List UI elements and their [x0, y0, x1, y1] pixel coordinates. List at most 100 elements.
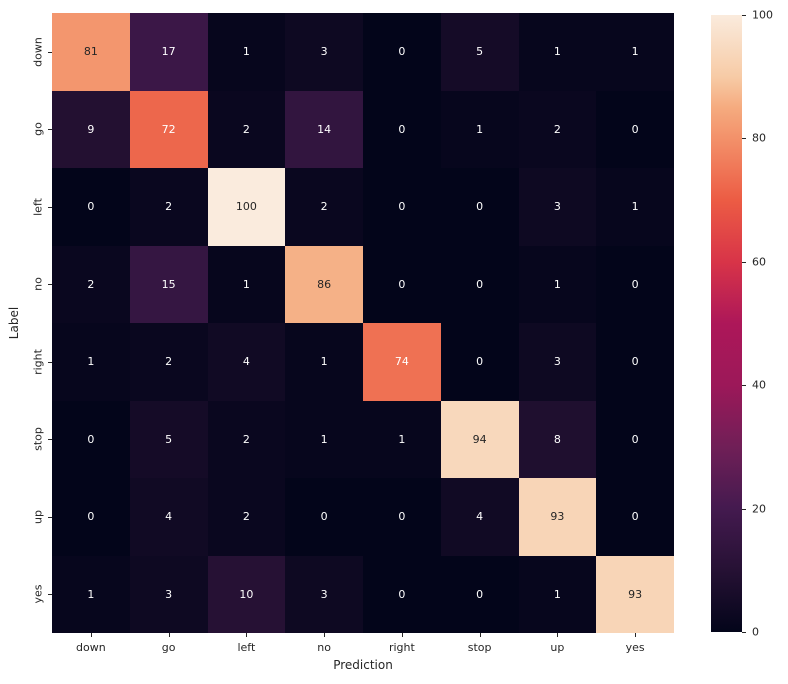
heatmap-cell-go-left: 2: [207, 90, 286, 168]
heatmap-cell-right-stop: 0: [440, 323, 519, 401]
cell-value: 5: [165, 432, 173, 446]
heatmap-cell-yes-stop: 0: [440, 555, 519, 633]
y-tick-mark: [48, 206, 52, 208]
y-tick-label-no: no: [31, 277, 45, 292]
colorbar-tick-label-20: 20: [752, 502, 766, 516]
heatmap-cell-go-no: 14: [285, 90, 363, 168]
cell-value: 0: [398, 277, 406, 291]
heatmap-cell-go-up: 2: [518, 90, 597, 168]
cell-value: 2: [165, 200, 173, 214]
y-tick-mark: [48, 439, 52, 441]
cell-value: 3: [165, 587, 173, 601]
heatmap-cell-down-down: 81: [52, 13, 130, 91]
cell-value: 0: [398, 587, 406, 601]
heatmap-cell-stop-go: 5: [129, 400, 208, 478]
cell-value: 74: [394, 355, 409, 369]
cell-value: 1: [242, 277, 250, 291]
y-tick-mark: [48, 51, 52, 53]
y-tick-mark: [48, 594, 52, 596]
colorbar-tick-label-60: 60: [752, 255, 766, 269]
cell-value: 100: [235, 200, 257, 214]
heatmap-cell-go-right: 0: [363, 90, 441, 168]
y-tick-mark: [48, 284, 52, 286]
heatmap-cell-no-no: 86: [285, 245, 363, 323]
colorbar-tick-mark: [742, 261, 746, 263]
cell-value: 2: [320, 200, 328, 214]
cell-value: 9: [87, 122, 95, 136]
heatmap-cell-stop-no: 1: [285, 400, 363, 478]
heatmap-grid: 81 17 1 3 0 5 1 1 9 72 2 14 0 1 2 0 0 2 100 2 0 0 3 1 2 15 1 86 0 0 1 0…: [52, 13, 674, 633]
heatmap-cell-up-up: 93: [518, 478, 597, 556]
cell-value: 8: [553, 432, 561, 446]
y-tick-mark: [48, 361, 52, 363]
heatmap-cell-go-down: 9: [52, 90, 130, 168]
x-tick-mark: [635, 633, 637, 637]
cell-value: 0: [87, 432, 95, 446]
colorbar-tick-label-0: 0: [752, 625, 759, 639]
heatmap-cell-go-yes: 0: [596, 90, 674, 168]
cell-value: 1: [87, 355, 95, 369]
cell-value: 10: [239, 587, 254, 601]
heatmap-cell-down-stop: 5: [440, 13, 519, 91]
y-tick-label-up: up: [31, 509, 45, 524]
cell-value: 93: [628, 587, 643, 601]
cell-value: 72: [161, 122, 176, 136]
cell-value: 1: [242, 45, 250, 59]
heatmap-cell-stop-up: 8: [518, 400, 597, 478]
heatmap-cell-left-right: 0: [363, 168, 441, 246]
x-tick-label-yes: yes: [625, 641, 645, 654]
x-tick-mark: [168, 633, 170, 637]
y-tick-label-right: right: [31, 348, 45, 375]
cell-value: 2: [242, 432, 250, 446]
colorbar-tick-mark: [742, 138, 746, 140]
heatmap-cell-left-down: 0: [52, 168, 130, 246]
cell-value: 1: [553, 45, 561, 59]
cell-value: 4: [165, 510, 173, 524]
colorbar-tick-label-100: 100: [752, 8, 773, 22]
y-tick-mark: [48, 516, 52, 518]
heatmap-cell-yes-go: 3: [129, 555, 208, 633]
heatmap-cell-no-stop: 0: [440, 245, 519, 323]
heatmap-cell-yes-right: 0: [363, 555, 441, 633]
heatmap-cell-stop-down: 0: [52, 400, 130, 478]
y-tick-label-down: down: [31, 36, 45, 67]
x-axis-title: Prediction: [333, 658, 393, 672]
x-tick-label-down: down: [76, 641, 106, 654]
heatmap-cell-left-up: 3: [518, 168, 597, 246]
cell-value: 94: [472, 432, 487, 446]
y-tick-label-yes: yes: [31, 584, 45, 604]
cell-value: 4: [476, 510, 484, 524]
cell-value: 0: [87, 200, 95, 214]
cell-value: 1: [87, 587, 95, 601]
cell-value: 0: [476, 277, 484, 291]
colorbar-tick-mark: [742, 632, 746, 633]
heatmap-cell-down-up: 1: [518, 13, 597, 91]
heatmap-cell-go-stop: 1: [440, 90, 519, 168]
x-tick-label-no: no: [317, 641, 331, 654]
cell-value: 0: [631, 277, 639, 291]
heatmap-cell-up-yes: 0: [596, 478, 674, 556]
cell-value: 4: [242, 355, 250, 369]
cell-value: 0: [476, 355, 484, 369]
cell-value: 1: [398, 432, 406, 446]
y-tick-label-left: left: [31, 197, 45, 216]
x-tick-label-up: up: [550, 641, 565, 654]
cell-value: 0: [631, 355, 639, 369]
cell-value: 0: [398, 200, 406, 214]
cell-value: 0: [476, 587, 484, 601]
x-tick-mark: [246, 633, 248, 637]
x-tick-label-right: right: [388, 641, 415, 654]
cell-value: 2: [165, 355, 173, 369]
heatmap-cell-no-right: 0: [363, 245, 441, 323]
x-tick-mark: [479, 633, 481, 637]
cell-value: 2: [242, 122, 250, 136]
y-tick-label-stop: stop: [31, 427, 45, 452]
heatmap-cell-stop-stop: 94: [440, 400, 519, 478]
cell-value: 1: [320, 432, 328, 446]
cell-value: 86: [317, 277, 332, 291]
y-tick-mark: [48, 129, 52, 131]
heatmap-cell-no-up: 1: [518, 245, 597, 323]
heatmap-cell-right-go: 2: [129, 323, 208, 401]
y-tick-label-go: go: [31, 122, 45, 137]
heatmap-cell-up-right: 0: [363, 478, 441, 556]
